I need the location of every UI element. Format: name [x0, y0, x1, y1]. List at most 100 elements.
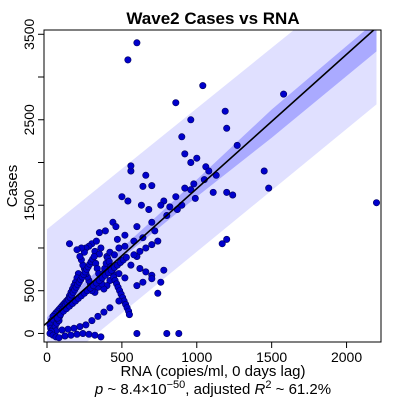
data-point — [193, 154, 201, 162]
data-point — [115, 297, 123, 305]
confidence-band — [47, 30, 377, 329]
data-point — [127, 162, 135, 170]
data-point — [130, 251, 138, 259]
data-point — [223, 235, 231, 243]
x-tick-label: 1500 — [256, 349, 287, 365]
p-value-exponent: −50 — [167, 379, 186, 391]
data-points — [46, 39, 380, 342]
y-tick-label: 3500 — [21, 18, 37, 49]
data-point — [127, 261, 135, 269]
data-point — [85, 330, 93, 338]
adjusted-text: , adjusted — [185, 381, 254, 398]
r-exponent: 2 — [265, 379, 271, 391]
x-axis-label: RNA (copies/ml, 0 days lag) — [120, 363, 305, 380]
data-point — [181, 184, 189, 192]
data-point — [221, 107, 229, 115]
data-point — [106, 304, 114, 312]
data-point — [151, 227, 159, 235]
y-tick-label: 2500 — [21, 104, 37, 135]
data-point — [121, 274, 129, 282]
data-point — [113, 235, 121, 243]
data-point — [199, 82, 207, 90]
data-point — [95, 229, 103, 237]
y-tick-label: 0 — [21, 329, 37, 337]
fit-statistics: p ~ 8.4×10−50, adjusted R2 ~ 61.2% — [94, 379, 331, 398]
data-point — [121, 242, 129, 250]
data-point — [76, 323, 84, 331]
data-point — [142, 268, 150, 276]
data-point — [260, 167, 268, 175]
data-point — [160, 266, 168, 274]
data-point — [100, 308, 108, 316]
data-point — [187, 116, 195, 124]
data-point — [61, 332, 69, 340]
chart-title: Wave2 Cases vs RNA — [126, 9, 299, 28]
data-point — [157, 278, 165, 286]
data-point — [91, 331, 99, 339]
data-point — [79, 329, 87, 337]
data-point — [148, 241, 156, 249]
data-point — [88, 317, 96, 325]
data-point — [110, 251, 118, 259]
data-point — [223, 188, 231, 196]
data-point — [70, 324, 78, 332]
data-point — [142, 171, 150, 179]
data-point — [115, 244, 123, 252]
data-point — [178, 133, 186, 141]
data-point — [172, 99, 180, 107]
data-point — [142, 244, 150, 252]
data-point — [163, 329, 171, 337]
data-point — [101, 227, 109, 235]
x-axis: 0 500 1000 1500 2000 — [43, 342, 362, 365]
p-symbol: p — [94, 381, 103, 398]
data-point — [154, 289, 162, 297]
data-point — [145, 206, 153, 214]
plot-frame — [43, 29, 382, 343]
data-point — [175, 329, 183, 337]
data-point — [73, 330, 81, 338]
p-value-base: 10 — [150, 381, 167, 398]
data-point — [166, 203, 174, 211]
y-axis: 0 500 1500 2500 3500 — [21, 18, 44, 337]
x-tick-label: 500 — [110, 349, 134, 365]
y-axis-label: Cases — [4, 165, 21, 208]
data-point — [82, 321, 90, 329]
data-point — [94, 312, 102, 320]
data-point — [139, 182, 147, 190]
x-tick-label: 2000 — [331, 349, 362, 365]
data-point — [136, 247, 144, 255]
times-sign: × — [141, 381, 150, 398]
p-value-prefix: ~ 8.4 — [103, 381, 141, 398]
data-point — [157, 201, 165, 209]
data-point — [133, 223, 141, 231]
data-point — [148, 182, 156, 190]
data-point — [97, 244, 105, 252]
data-point — [112, 223, 120, 231]
data-point — [124, 56, 132, 64]
data-point — [280, 90, 288, 98]
data-point — [124, 197, 132, 205]
data-point — [122, 253, 130, 261]
data-point — [209, 188, 217, 196]
data-point — [121, 231, 129, 239]
x-tick-label: 1000 — [181, 349, 212, 365]
r-squared-value: ~ 61.2% — [271, 381, 331, 398]
data-point — [66, 240, 74, 248]
data-point — [233, 141, 241, 149]
y-tick-label: 1500 — [21, 189, 37, 220]
data-point — [190, 180, 198, 188]
data-point — [67, 331, 75, 339]
data-point — [205, 167, 213, 175]
data-point — [148, 218, 156, 226]
data-point — [133, 39, 141, 47]
data-point — [136, 264, 144, 272]
x-tick-label: 0 — [43, 349, 51, 365]
data-point — [125, 311, 133, 319]
data-point — [55, 334, 63, 342]
data-point — [118, 193, 126, 201]
data-point — [73, 246, 81, 254]
data-point — [58, 326, 66, 334]
data-point — [90, 253, 98, 261]
data-point — [148, 275, 156, 283]
